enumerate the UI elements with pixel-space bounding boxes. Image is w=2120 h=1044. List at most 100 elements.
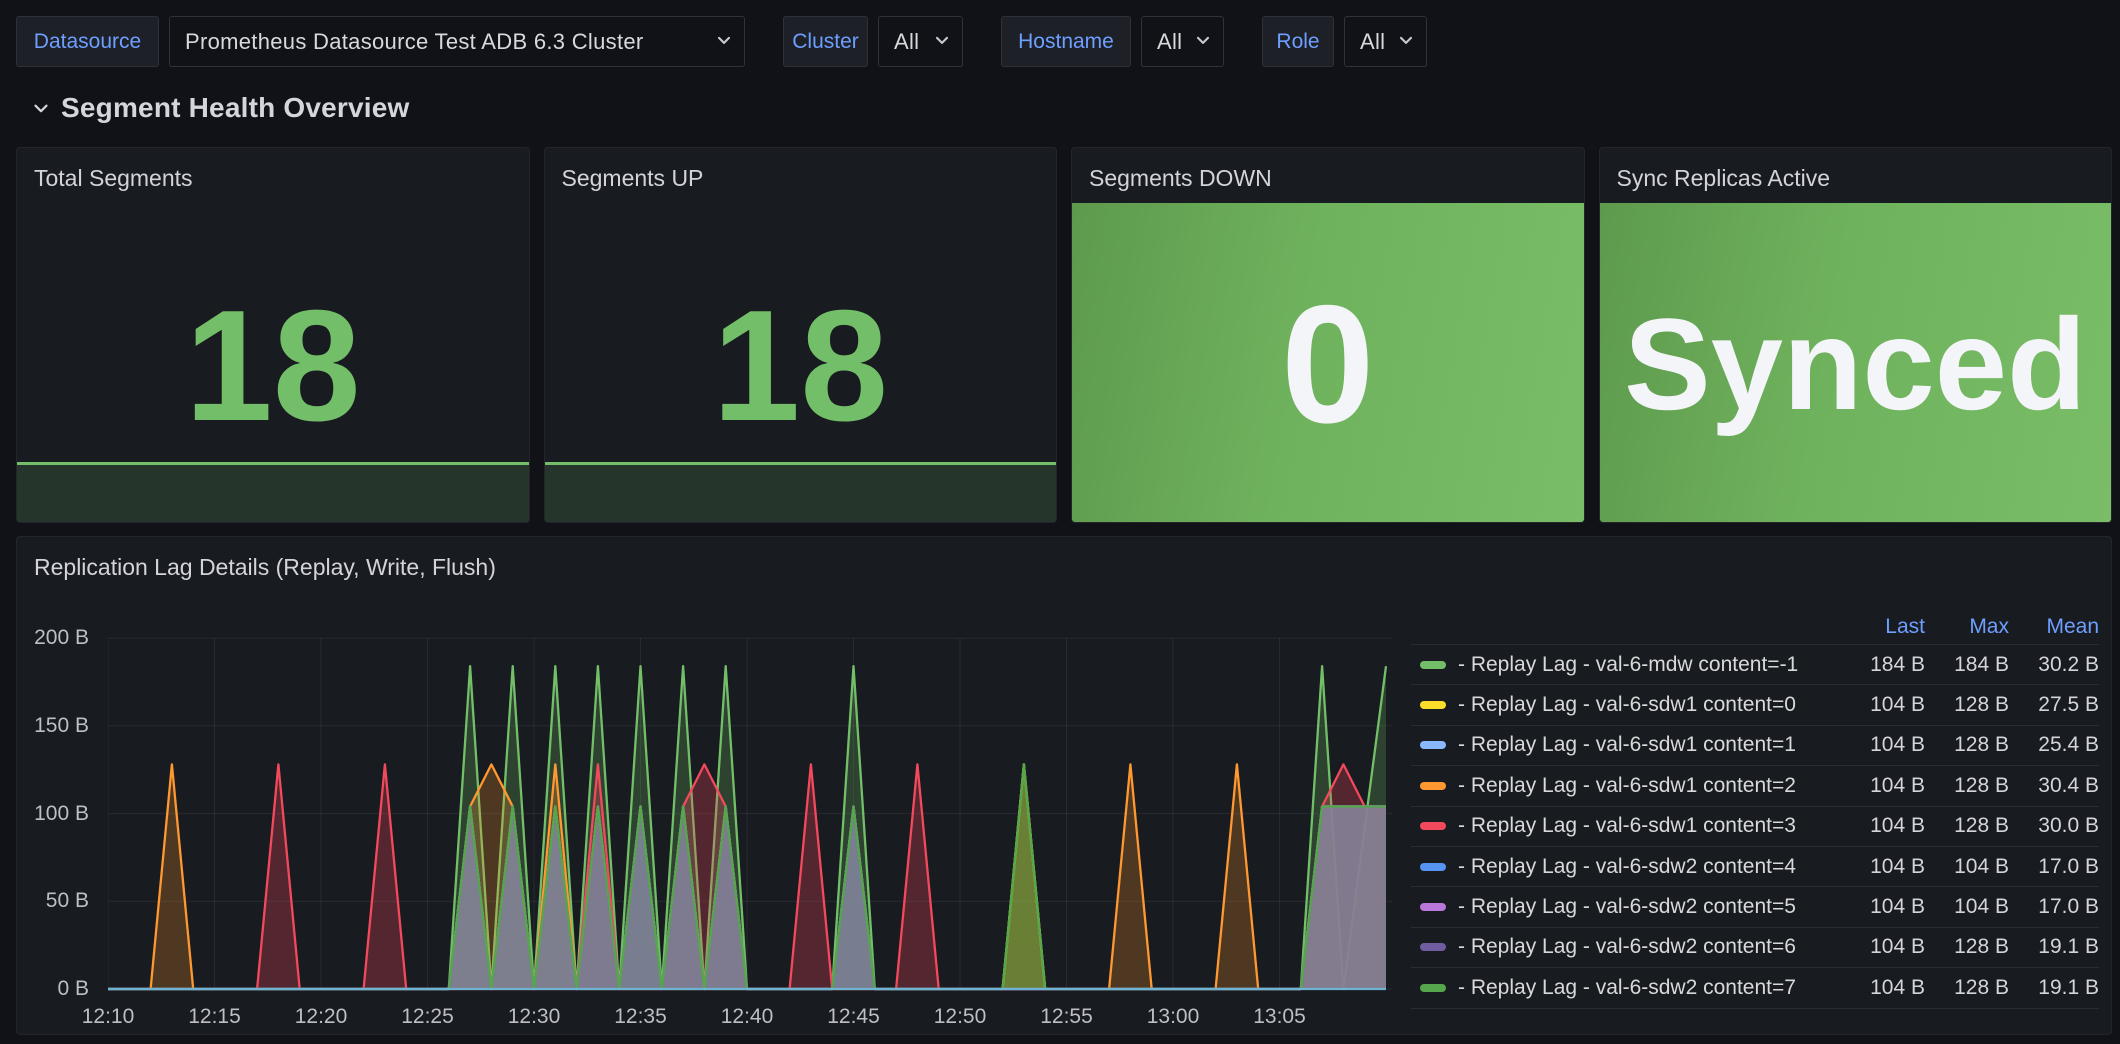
legend-row-label[interactable]: - Replay Lag - val-6-sdw2 content=5 — [1411, 887, 1841, 928]
x-axis-tick-label: 12:50 — [933, 1005, 987, 1028]
chevron-down-icon — [714, 30, 734, 56]
filter-value-cluster[interactable]: All — [878, 16, 963, 67]
x-axis-tick-label: 12:15 — [188, 1005, 241, 1028]
legend-max-value: 128 B — [1925, 726, 2009, 767]
stat-sparkline — [17, 462, 529, 522]
legend-last-value: 104 B — [1841, 726, 1925, 767]
legend-max-value: 104 B — [1925, 887, 2009, 928]
y-axis-tick-label: 200 B — [34, 626, 89, 650]
series-color-swatch — [1420, 781, 1446, 790]
filter-value-datasource[interactable]: Prometheus Datasource Test ADB 6.3 Clust… — [169, 16, 745, 67]
timeseries-panel: Replication Lag Details (Replay, Write, … — [16, 536, 2112, 1035]
dashboard-filter-bar: Datasource Prometheus Datasource Test ADB… — [16, 16, 1465, 67]
legend-row-label[interactable]: - Replay Lag - val-6-sdw1 content=3 — [1411, 807, 1841, 847]
legend-max-value: 184 B — [1925, 645, 2009, 686]
x-axis-tick-label: 12:55 — [1040, 1005, 1093, 1028]
legend-table: Last Max Mean - Replay Lag - val-6-mdw con… — [1411, 609, 2099, 1009]
series-color-swatch — [1420, 701, 1446, 710]
legend-row-label[interactable]: - Replay Lag - val-6-sdw1 content=1 — [1411, 726, 1841, 767]
filter-value-hostname[interactable]: All — [1141, 16, 1224, 67]
panel-title[interactable]: Segments DOWN — [1089, 165, 1272, 191]
filter-value-text: All — [1360, 28, 1386, 54]
panel-title[interactable]: Segments UP — [561, 165, 704, 191]
y-axis-tick-label: 50 B — [45, 889, 89, 913]
legend-mean-value: 19.1 B — [2009, 968, 2099, 1009]
x-axis-tick-label: 12:30 — [507, 1005, 561, 1028]
legend-last-value: 104 B — [1841, 847, 1925, 888]
panel-title[interactable]: Total Segments — [34, 165, 193, 191]
stat-sparkline — [544, 462, 1056, 522]
series-color-swatch — [1420, 660, 1446, 669]
series-color-swatch — [1420, 903, 1446, 912]
series-color-swatch — [1420, 983, 1446, 992]
legend-last-value: 104 B — [1841, 766, 1925, 807]
stat-panel-3: Sync Replicas Active Synced — [1598, 147, 2112, 523]
stat-background-area: Synced — [1599, 203, 2111, 522]
legend-max-value: 128 B — [1925, 928, 2009, 969]
y-axis-tick-label: 150 B — [34, 713, 89, 737]
filter-value-text: All — [894, 28, 920, 54]
x-axis-tick-label: 12:45 — [827, 1005, 880, 1028]
stat-background-area: 0 — [1072, 203, 1584, 522]
stat-panel-0: Total Segments 18 — [16, 147, 530, 523]
row-header-segment-health[interactable]: Segment Health Overview — [30, 89, 410, 127]
series-color-swatch — [1420, 862, 1446, 871]
filter-label-text: Datasource — [33, 29, 142, 53]
filter-label-cluster[interactable]: Cluster — [783, 16, 868, 67]
filter-label-text: Role — [1276, 29, 1320, 53]
x-axis-tick-label: 12:35 — [614, 1005, 667, 1028]
legend-row-label[interactable]: - Replay Lag - val-6-sdw2 content=6 — [1411, 928, 1841, 969]
stat-value: 0 — [1281, 269, 1375, 458]
legend-mean-value: 30.0 B — [2009, 807, 2099, 847]
filter-value-role[interactable]: All — [1344, 16, 1427, 67]
legend-row-label[interactable]: - Replay Lag - val-6-sdw2 content=7 — [1411, 968, 1841, 1009]
legend-max-value: 128 B — [1925, 685, 2009, 726]
filter-label-hostname[interactable]: Hostname — [1001, 16, 1131, 67]
x-axis-tick-label: 12:25 — [401, 1005, 454, 1028]
filter-label-datasource[interactable]: Datasource — [16, 16, 159, 67]
chevron-down-icon — [932, 30, 952, 56]
legend-row-label[interactable]: - Replay Lag - val-6-mdw content=-1 — [1411, 645, 1841, 686]
legend-row-label[interactable]: - Replay Lag - val-6-sdw1 content=2 — [1411, 766, 1841, 807]
timeseries-chart[interactable] — [107, 633, 1392, 997]
y-axis-tick-label: 100 B — [34, 801, 89, 825]
series-color-swatch — [1420, 822, 1446, 831]
chevron-down-icon — [1396, 30, 1416, 56]
legend-mean-value: 17.0 B — [2009, 887, 2099, 928]
legend-mean-value: 25.4 B — [2009, 726, 2099, 767]
legend-mean-value: 17.0 B — [2009, 847, 2099, 888]
filter-value-text: Prometheus Datasource Test ADB 6.3 Clust… — [185, 28, 644, 54]
panel-title-replication-lag[interactable]: Replication Lag Details (Replay, Write, … — [34, 554, 496, 580]
x-axis-tick-label: 13:00 — [1146, 1005, 1200, 1028]
legend-row-label[interactable]: - Replay Lag - val-6-sdw1 content=0 — [1411, 685, 1841, 726]
legend-column-last[interactable]: Last — [1841, 609, 1925, 645]
legend-row-label[interactable]: - Replay Lag - val-6-sdw2 content=4 — [1411, 847, 1841, 888]
stat-value: Synced — [1624, 290, 2087, 437]
legend-max-value: 104 B — [1925, 847, 2009, 888]
legend-column-mean[interactable]: Mean — [2009, 609, 2099, 645]
series-color-swatch — [1420, 943, 1446, 952]
legend-max-value: 128 B — [1925, 968, 2009, 1009]
filter-label-text: Cluster — [792, 29, 859, 53]
legend-mean-value: 19.1 B — [2009, 928, 2099, 969]
stat-panel-1: Segments UP 18 — [543, 147, 1057, 523]
chevron-down-icon — [1193, 30, 1213, 56]
legend-mean-value: 27.5 B — [2009, 685, 2099, 726]
filter-label-role[interactable]: Role — [1262, 16, 1334, 67]
y-axis-tick-label: 0 B — [57, 977, 89, 1000]
series-color-swatch — [1420, 741, 1446, 750]
row-title: Segment Health Overview — [61, 92, 410, 123]
legend-last-value: 104 B — [1841, 807, 1925, 847]
series-line — [108, 763, 1386, 991]
series-fill — [108, 764, 1386, 989]
stat-value: 18 — [712, 278, 889, 454]
timeseries-plot-area[interactable] — [107, 633, 1392, 997]
stat-panel-2: Segments DOWN 0 — [1071, 147, 1585, 523]
legend-last-value: 104 B — [1841, 887, 1925, 928]
filter-value-text: All — [1157, 28, 1183, 54]
legend-column-max[interactable]: Max — [1925, 609, 2009, 645]
legend-max-value: 128 B — [1925, 766, 2009, 807]
x-axis-tick-label: 12:20 — [294, 1005, 348, 1028]
legend-mean-value: 30.2 B — [2009, 645, 2099, 686]
panel-title[interactable]: Sync Replicas Active — [1616, 165, 1830, 191]
